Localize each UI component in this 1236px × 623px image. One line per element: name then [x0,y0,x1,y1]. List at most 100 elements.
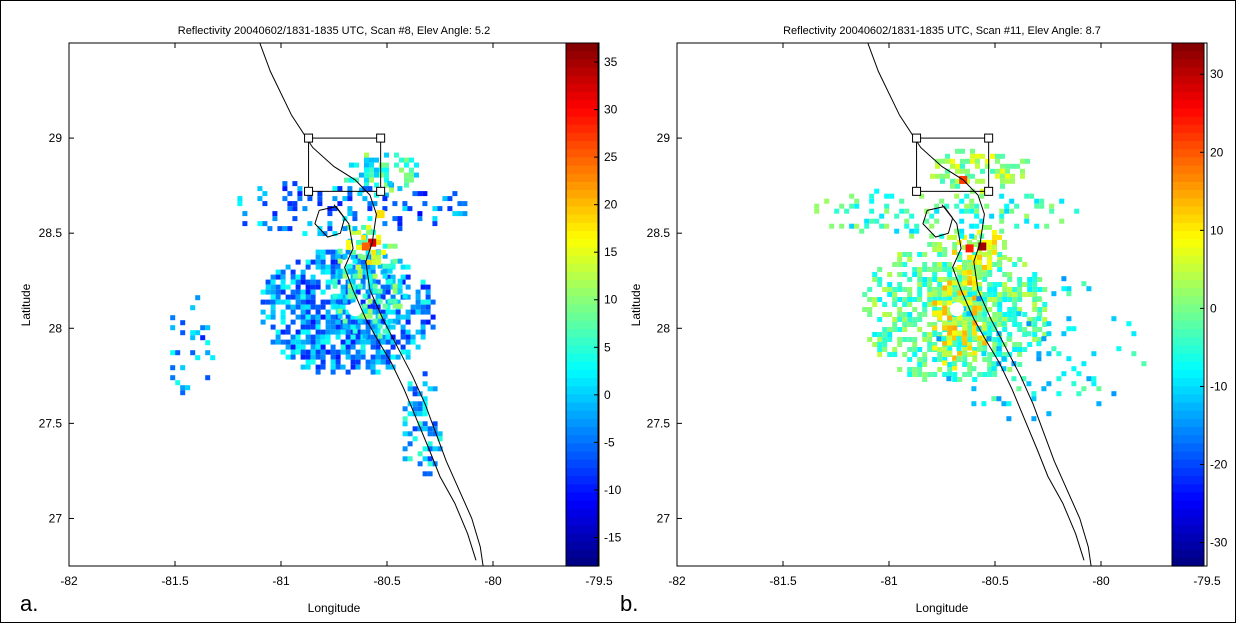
echo-pixel [962,290,968,296]
echo-pixel [962,330,968,336]
echo-pixel [927,267,933,272]
echo-pixel [330,269,336,275]
echo-pixel [432,206,438,212]
echo-pixel [917,277,923,282]
echo-pixel [1036,341,1042,347]
echo-pixel [937,287,943,292]
echo-pixel [952,287,958,292]
echo-pixel [960,168,965,174]
echo-pixel [922,337,928,342]
echo-pixel [959,208,965,214]
echo-pixel [270,279,276,285]
x-tick-label: -82 [60,574,78,588]
echo-pixel [967,292,973,297]
echo-pixel [1005,163,1010,169]
echo-pixel [952,330,958,336]
colorbar-swatch [566,484,598,494]
echo-pixel [937,282,943,287]
panel-a: Reflectivity 20040602/1831-1835 UTC, Sca… [19,25,622,616]
colorbar-swatch [566,525,598,534]
echo-pixel [325,314,331,320]
colorbar-swatch [1172,255,1204,265]
echo-pixel [990,168,995,174]
echo-pixel [1002,282,1008,287]
colorbar-swatch [566,394,598,404]
y-tick-label: 29 [657,131,671,145]
echo-pixel [867,337,873,342]
echo-pixel [849,193,855,199]
echo-pixel [430,324,436,330]
echo-pixel [384,152,389,158]
colorbar-swatch [1172,378,1204,387]
echo-pixel [902,322,908,327]
echo-pixel [986,321,992,327]
echo-pixel [1007,317,1013,322]
echo-pixel [407,411,413,417]
echo-pixel [310,344,316,350]
echo-pixel [370,334,376,340]
echo-pixel [275,299,281,305]
colorbar-swatch [566,476,598,485]
echo-pixel [962,357,968,362]
echo-pixel [305,289,311,295]
echo-pixel [992,287,998,292]
echo-pixel [377,323,383,329]
echo-pixel [432,421,438,427]
echo-pixel [892,262,898,267]
echo-pixel [992,337,998,342]
echo-pixel [942,325,948,331]
colorbar-swatch [1172,83,1204,93]
echo-pixel [997,312,1003,317]
echo-pixel [907,317,913,322]
echo-pixel [295,304,301,310]
echo-pixel [955,178,960,184]
echo-pixel [285,284,291,290]
colorbar-swatch [566,239,598,248]
echo-pixel [437,431,443,437]
echo-pixel [969,233,975,239]
echo-pixel [892,317,898,322]
echo-pixel [947,362,953,367]
echo-pixel [1046,331,1052,337]
echo-pixel [390,309,396,315]
echo-pixel [190,305,196,311]
echo-pixel [1032,287,1038,292]
echo-pixel [300,304,306,310]
echo-pixel [399,157,404,163]
echo-pixel [922,267,928,272]
echo-pixel [972,305,978,311]
echo-pixel [375,359,381,365]
echo-pixel [997,337,1003,342]
echo-pixel [999,193,1005,199]
echo-pixel [347,211,353,217]
echo-pixel [907,292,913,297]
colorbar-swatch [566,443,598,453]
colorbar-tick-label: 20 [1210,145,1224,159]
echo-pixel [922,277,928,282]
echo-pixel [432,221,438,227]
echo-pixel [417,421,423,427]
echo-pixel [407,431,413,437]
echo-pixel [944,203,950,209]
echo-pixel [872,277,878,282]
echo-region [260,249,436,375]
radar-echo-layer-a [170,152,468,477]
echo-pixel [1005,178,1010,184]
echo-pixel [374,172,379,178]
colorbar-swatch [1172,206,1204,216]
echo-pixel [997,302,1003,307]
echo-pixel [887,327,893,332]
echo-pixel [932,287,938,292]
echo-pixel [1025,158,1030,164]
echo-pixel [390,294,396,300]
colorbar-tick-label: 20 [604,198,618,212]
echo-pixel [945,168,950,174]
echo-pixel [907,347,913,352]
echo-pixel [397,226,403,232]
echo-pixel [1037,287,1043,292]
echo-pixel [904,218,910,224]
echo-pixel [395,339,401,345]
echo-pixel [340,294,346,300]
y-tick-label: 27 [49,511,63,525]
